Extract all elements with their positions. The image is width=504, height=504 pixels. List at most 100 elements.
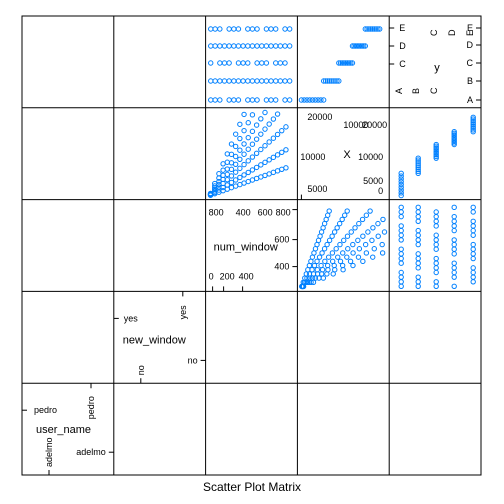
diag-label-num-window: num_window [214,242,278,254]
point-numwindow-x [237,165,243,172]
point-numwindow-y [221,78,228,84]
point-y-x [433,148,439,155]
point-numwindow-x [241,141,247,147]
point-y-x [470,116,476,122]
point-numwindow-y [254,97,260,103]
point-y-x [470,128,476,135]
point-x-y [366,26,372,32]
point-numwindow-x [224,151,230,157]
point-y-numwindow [415,260,421,266]
point-numwindow-y [277,78,284,84]
point-y-numwindow [398,237,404,243]
diag-tick-label: 20000 [307,112,332,122]
point-numwindow-y [282,97,288,103]
point-y-numwindow [415,279,421,285]
point-y-x [433,152,439,158]
point-y-numwindow [451,227,457,234]
point-y-numwindow [433,265,439,271]
point-x-y [304,97,310,103]
point-y-numwindow [451,223,457,229]
point-y-numwindow [398,279,404,285]
point-y-x [415,168,421,175]
point-y-numwindow [398,260,404,266]
point-y-x [433,143,439,149]
point-y-numwindow [398,255,404,262]
point-y-numwindow [398,204,404,211]
point-x-numwindow [331,229,338,235]
point-y-numwindow [398,232,404,238]
chart-caption: Scatter Plot Matrix [202,480,302,494]
point-numwindow-y [226,43,232,49]
point-y-numwindow [415,255,421,262]
point-x-numwindow [308,279,314,285]
point-x-numwindow [371,246,377,252]
point-numwindow-y [277,43,284,49]
point-y-x [451,130,457,137]
point-x-numwindow [381,229,388,235]
point-y-numwindow [451,265,457,271]
point-numwindow-y [208,26,214,32]
point-numwindow-y [259,60,265,66]
point-x-numwindow [350,241,356,248]
diag-label-new-window: new_window [123,334,186,346]
matrix-frame [21,15,482,476]
point-x-numwindow [356,220,362,227]
point-x-numwindow [330,271,336,277]
point-numwindow-y [277,60,284,66]
point-y-x [415,163,421,169]
point-numwindow-x [237,121,243,127]
diag-tick-label: 600 [258,208,273,218]
point-x-numwindow [370,225,376,231]
point-x-numwindow [350,262,356,269]
point-numwindow-x [279,127,285,134]
point-numwindow-y [282,78,288,84]
diag-tick-label: D [467,40,474,50]
diag-tick-label: 800 [276,208,291,218]
diag-tick-label: C [399,59,406,69]
diag-label-user-name: user_name [36,424,91,436]
diag-tick-label: 20000 [362,120,387,130]
diag-tick-label: yes [124,313,139,323]
diag-tick-label: A [467,95,473,105]
point-numwindow-x [249,167,256,173]
point-x-y [318,97,324,103]
point-y-x [451,128,457,135]
point-y-x [398,190,404,196]
diag-tick-label: 800 [209,208,224,218]
diag-tick-label: adelmo [76,447,106,457]
point-y-x [415,159,421,165]
point-numwindow-y [268,43,274,49]
point-x-y [336,78,342,84]
point-numwindow-x [241,151,247,157]
point-y-numwindow [470,265,476,271]
point-x-numwindow [331,262,337,269]
point-numwindow-y [235,97,242,103]
point-numwindow-y [231,43,237,49]
point-y-numwindow [415,283,421,289]
point-y-x [398,184,404,190]
point-x-numwindow [342,212,348,218]
point-numwindow-y [217,60,223,66]
point-x-numwindow [359,216,366,223]
point-x-y [336,60,342,66]
point-y-x [470,127,476,133]
diag-tick-label: 0 [378,186,383,196]
point-numwindow-x [245,146,251,152]
point-y-numwindow [433,237,439,243]
point-numwindow-x [241,111,247,118]
diag-tick-label: 400 [239,272,254,282]
point-numwindow-y [217,78,223,84]
point-x-y [348,60,354,66]
point-y-x [433,146,439,153]
diag-tick-label: E [399,23,405,33]
point-y-numwindow [451,260,457,266]
point-numwindow-x [241,127,247,134]
point-numwindow-y [226,60,232,66]
point-numwindow-y [268,26,274,32]
point-numwindow-y [259,78,265,84]
point-x-numwindow [355,254,362,260]
point-numwindow-x [270,154,277,161]
point-y-numwindow [451,241,457,248]
point-numwindow-x [253,164,260,171]
point-y-numwindow [451,274,457,280]
